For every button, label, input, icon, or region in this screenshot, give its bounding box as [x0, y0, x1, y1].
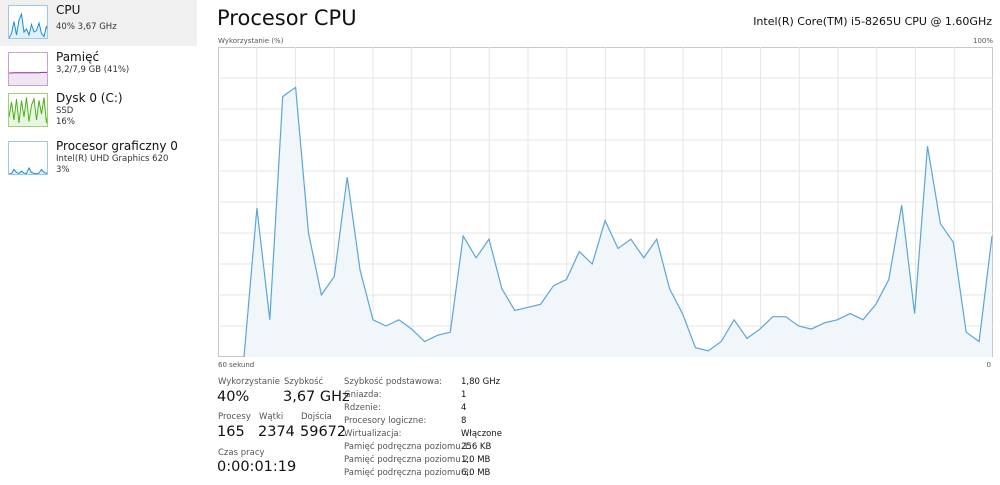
cpu-usage-line — [243, 86, 993, 357]
sidebar-item-detail: SSD — [56, 106, 74, 116]
disk-sparkline — [8, 93, 48, 127]
handles-label: Dojścia — [301, 412, 332, 422]
sidebar-item-label: CPU — [56, 3, 81, 17]
page-title: Procesor CPU — [217, 6, 357, 30]
cores-label: Rdzenie: — [344, 403, 381, 413]
sparkline-line — [9, 71, 47, 74]
memory-sparkline — [8, 52, 48, 86]
l3-cache-value: 6,0 MB — [461, 468, 491, 478]
sidebar-item-gpu[interactable]: Procesor graficzny 0 Intel(R) UHD Graphi… — [0, 136, 197, 182]
l1-cache-label: Pamięć podręczna poziomu 1: — [344, 442, 472, 452]
graph-y-max-label: 100% — [972, 37, 993, 45]
sidebar-item-detail: 40% 3,67 GHz — [56, 22, 117, 32]
uptime-value: 0:00:01:19 — [217, 459, 297, 475]
cpu-usage-graph — [218, 47, 993, 357]
cores-value: 4 — [461, 403, 467, 413]
cpu-usage-area — [244, 87, 992, 357]
l2-cache-value: 1,0 MB — [461, 455, 491, 465]
gpu-sparkline — [8, 141, 48, 175]
sidebar-item-label: Pamięć — [56, 50, 100, 64]
virtualization-label: Wirtualizacja: — [344, 429, 402, 439]
usage-value: 40% — [217, 389, 250, 405]
speed-label: Szybkość — [284, 377, 324, 387]
usage-label: Wykorzystanie — [218, 377, 281, 387]
virtualization-value: Włączone — [461, 429, 502, 439]
graph-y-axis-label: Wykorzystanie (%) — [218, 37, 284, 45]
logical-processors-label: Procesory logiczne: — [344, 416, 427, 426]
handles-value: 59672 — [300, 424, 347, 440]
l1-cache-value: 256 KB — [461, 442, 492, 452]
sidebar-item-label: Procesor graficzny 0 — [56, 139, 178, 153]
uptime-label: Czas pracy — [218, 448, 265, 458]
sparkline-line — [9, 166, 47, 174]
cpu-model-name: Intel(R) Core(TM) i5-8265U CPU @ 1.60GHz — [753, 15, 992, 28]
base-speed-value: 1,80 GHz — [461, 377, 501, 387]
base-speed-label: Szybkość podstawowa: — [344, 377, 443, 387]
sidebar-item-memory[interactable]: Pamięć 3,2/7,9 GB (41%) — [0, 47, 197, 93]
graph-x-axis-label: 60 sekund — [218, 361, 255, 369]
threads-value: 2374 — [258, 424, 295, 440]
sparkline-area — [9, 14, 47, 38]
sidebar-item-detail: Intel(R) UHD Graphics 620 — [56, 154, 169, 164]
cpu-sparkline — [8, 5, 48, 39]
sidebar-item-detail: 3% — [56, 165, 70, 175]
processes-value: 165 — [217, 424, 245, 440]
speed-value: 3,67 GHz — [283, 389, 350, 405]
sidebar-item-detail: 16% — [56, 117, 75, 127]
sparkline-line — [9, 12, 47, 38]
sidebar-item-disk[interactable]: Dysk 0 (C:) SSD 16% — [0, 88, 197, 134]
graph-x-min-label: 0 — [986, 361, 991, 369]
sidebar: CPU 40% 3,67 GHz Pamięć 3,2/7,9 GB (41%)… — [0, 0, 200, 485]
sparkline-line — [9, 97, 47, 124]
sidebar-item-cpu[interactable]: CPU 40% 3,67 GHz — [0, 0, 197, 46]
l3-cache-label: Pamięć podręczna poziomu 3: — [344, 468, 472, 478]
threads-label: Wątki — [259, 412, 284, 422]
sockets-value: 1 — [461, 390, 467, 400]
sidebar-item-detail: 3,2/7,9 GB (41%) — [56, 65, 130, 75]
logical-processors-value: 8 — [461, 416, 467, 426]
sockets-label: Gniazda: — [344, 390, 382, 400]
processes-label: Procesy — [218, 412, 251, 422]
sidebar-item-label: Dysk 0 (C:) — [56, 91, 123, 105]
sparkline-area — [9, 72, 47, 85]
l2-cache-label: Pamięć podręczna poziomu 2: — [344, 455, 472, 465]
